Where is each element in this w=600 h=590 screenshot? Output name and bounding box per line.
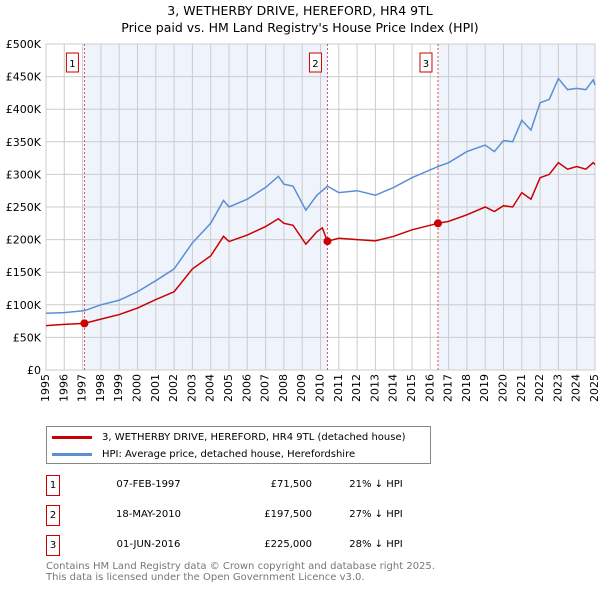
- legend-label: HPI: Average price, detached house, Here…: [102, 448, 356, 460]
- y-tick-label: £100K: [6, 299, 42, 312]
- y-tick-label: £300K: [6, 168, 42, 181]
- sale-price: £71,500: [270, 479, 312, 490]
- y-tick-label: £350K: [6, 136, 42, 149]
- legend-swatch: [52, 452, 92, 456]
- sale-hpi-diff: 27% ↓ HPI: [349, 509, 403, 520]
- x-tick-label: 2021: [515, 374, 528, 402]
- sale-hpi-diff: 21% ↓ HPI: [349, 479, 403, 490]
- footer-line: This data is licensed under the Open Gov…: [46, 572, 365, 583]
- x-tick-label: 2005: [222, 374, 235, 402]
- x-tick-label: 2023: [551, 374, 564, 402]
- x-tick-label: 2022: [533, 374, 546, 402]
- sale-date: 18-MAY-2010: [115, 509, 181, 520]
- sale-point: [323, 237, 332, 246]
- sale-price: £197,500: [264, 509, 312, 520]
- sale-label: 1: [69, 59, 75, 70]
- x-tick-label: 2016: [423, 374, 436, 402]
- x-tick-label: 2013: [368, 374, 381, 402]
- x-tick-label: 2011: [332, 374, 345, 402]
- sale-date: 01-JUN-2016: [116, 539, 181, 550]
- sale-price: £225,000: [264, 539, 312, 550]
- x-tick-label: 2000: [131, 374, 144, 402]
- y-tick-label: £500K: [6, 38, 42, 51]
- x-tick-label: 2010: [314, 374, 327, 402]
- sale-label: 3: [423, 59, 429, 70]
- legend-label: 3, WETHERBY DRIVE, HEREFORD, HR4 9TL (de…: [102, 431, 406, 443]
- x-tick-label: 2001: [149, 374, 162, 402]
- legend-item-property: 3, WETHERBY DRIVE, HEREFORD, HR4 9TL (de…: [52, 430, 406, 444]
- chart-title: 3, WETHERBY DRIVE, HEREFORD, HR4 9TL: [167, 3, 433, 18]
- sale-row: 2 18-MAY-2010 £197,500 27% ↓ HPI: [46, 505, 546, 526]
- x-tick-label: 2012: [350, 374, 363, 402]
- sale-label-box: [65, 52, 79, 73]
- x-tick-label: 2006: [240, 374, 253, 402]
- x-tick-label: 1996: [57, 374, 70, 402]
- property-line: [45, 161, 596, 327]
- footer: Contains HM Land Registry data © Crown c…: [46, 561, 435, 583]
- sale-point: [80, 319, 89, 328]
- sale-marker-box: 2: [46, 505, 60, 526]
- x-tick-label: 2019: [478, 374, 491, 402]
- sale-marker-box: 1: [46, 475, 60, 496]
- legend: 3, WETHERBY DRIVE, HEREFORD, HR4 9TL (de…: [46, 426, 431, 464]
- y-tick-label: £200K: [6, 234, 42, 247]
- y-tick-label: £0: [27, 364, 41, 377]
- sale-label: 2: [312, 59, 318, 70]
- plot-area: 1995 1996 1997 1998 1999 2000 2001 2002 2003 2004…: [6, 38, 600, 402]
- sale-marker-box: 3: [46, 535, 60, 556]
- x-tick-label: 2018: [460, 374, 473, 402]
- x-tick-label: 2002: [167, 374, 180, 402]
- x-tick-label: 2007: [259, 374, 272, 402]
- footer-line: Contains HM Land Registry data © Crown c…: [46, 561, 435, 572]
- x-tick-label: 2004: [204, 374, 217, 402]
- hpi-line: [45, 77, 596, 315]
- x-tick-label: 2015: [405, 374, 418, 402]
- x-tick-label: 2008: [277, 374, 290, 402]
- chart-subtitle: Price paid vs. HM Land Registry's House …: [121, 20, 479, 35]
- y-tick-label: £400K: [6, 103, 42, 116]
- sale-row: 1 07-FEB-1997 £71,500 21% ↓ HPI: [46, 475, 546, 496]
- sale-point: [433, 219, 442, 228]
- sale-row: 3 01-JUN-2016 £225,000 28% ↓ HPI: [46, 535, 546, 556]
- x-tick-label: 1995: [39, 374, 52, 402]
- y-tick-label: £450K: [6, 71, 42, 84]
- plot-border: [45, 43, 596, 371]
- legend-item-hpi: HPI: Average price, detached house, Here…: [52, 447, 355, 461]
- legend-swatch: [52, 435, 92, 439]
- y-tick-label: £50K: [13, 331, 42, 344]
- x-tick-label: 2009: [295, 374, 308, 402]
- x-tick-label: 2003: [185, 374, 198, 402]
- x-tick-label: 2014: [387, 374, 400, 402]
- x-tick-label: 1998: [94, 374, 107, 402]
- x-tick-label: 2020: [497, 374, 510, 402]
- y-tick-label: £250K: [6, 201, 42, 214]
- sale-date: 07-FEB-1997: [116, 479, 181, 490]
- x-tick-label: 2024: [570, 374, 583, 402]
- x-tick-label: 1999: [112, 374, 125, 402]
- sale-hpi-diff: 28% ↓ HPI: [349, 539, 403, 550]
- sale-label-box: [308, 52, 322, 73]
- sale-label-box: [419, 52, 433, 73]
- x-tick-label: 2025: [588, 374, 600, 402]
- y-tick-label: £150K: [6, 266, 42, 279]
- x-tick-label: 1997: [76, 374, 89, 402]
- x-tick-label: 2017: [442, 374, 455, 402]
